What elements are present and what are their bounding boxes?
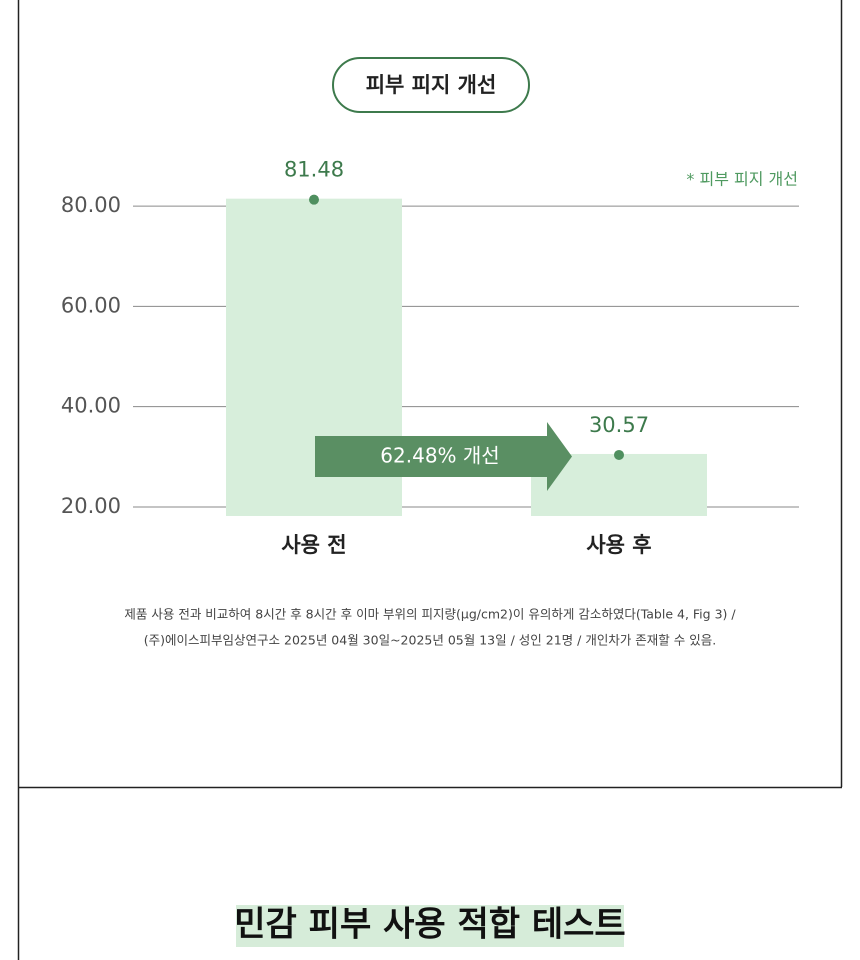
improvement-label: 62.48% 개선 bbox=[380, 444, 499, 468]
chart: 20.00 40.00 60.00 80.00 81.48 사용 전 30.57 사용 후 62… bbox=[61, 158, 799, 557]
legend-note: * 피부 피지 개선 bbox=[686, 170, 798, 189]
title-pill bbox=[332, 57, 530, 113]
footnote: (주)에이스피부임상연구소 2025년 04월 30일~2025년 05월 13… bbox=[144, 633, 716, 648]
title-highlight bbox=[236, 905, 624, 947]
y-tick-label: 40.00 bbox=[61, 394, 121, 418]
x-tick-label: 사용 후 bbox=[586, 533, 651, 557]
y-tick-label: 80.00 bbox=[61, 193, 121, 217]
y-tick-label: 20.00 bbox=[61, 494, 121, 518]
next-section-title: 민감 피부 사용 적합 테스트 bbox=[234, 905, 625, 945]
value-label: 81.48 bbox=[284, 158, 344, 182]
y-tick-label: 60.00 bbox=[61, 293, 121, 317]
value-dot bbox=[614, 449, 624, 460]
improvement-arrow bbox=[315, 422, 572, 491]
section-title: 피부 피지 개선 bbox=[366, 73, 497, 97]
value-label: 30.57 bbox=[589, 413, 649, 437]
x-tick-label: 사용 전 bbox=[281, 533, 346, 557]
value-dot bbox=[309, 194, 319, 205]
footnote: 제품 사용 전과 비교하여 8시간 후 8시간 후 이마 부위의 피지량(μg/… bbox=[124, 607, 736, 622]
